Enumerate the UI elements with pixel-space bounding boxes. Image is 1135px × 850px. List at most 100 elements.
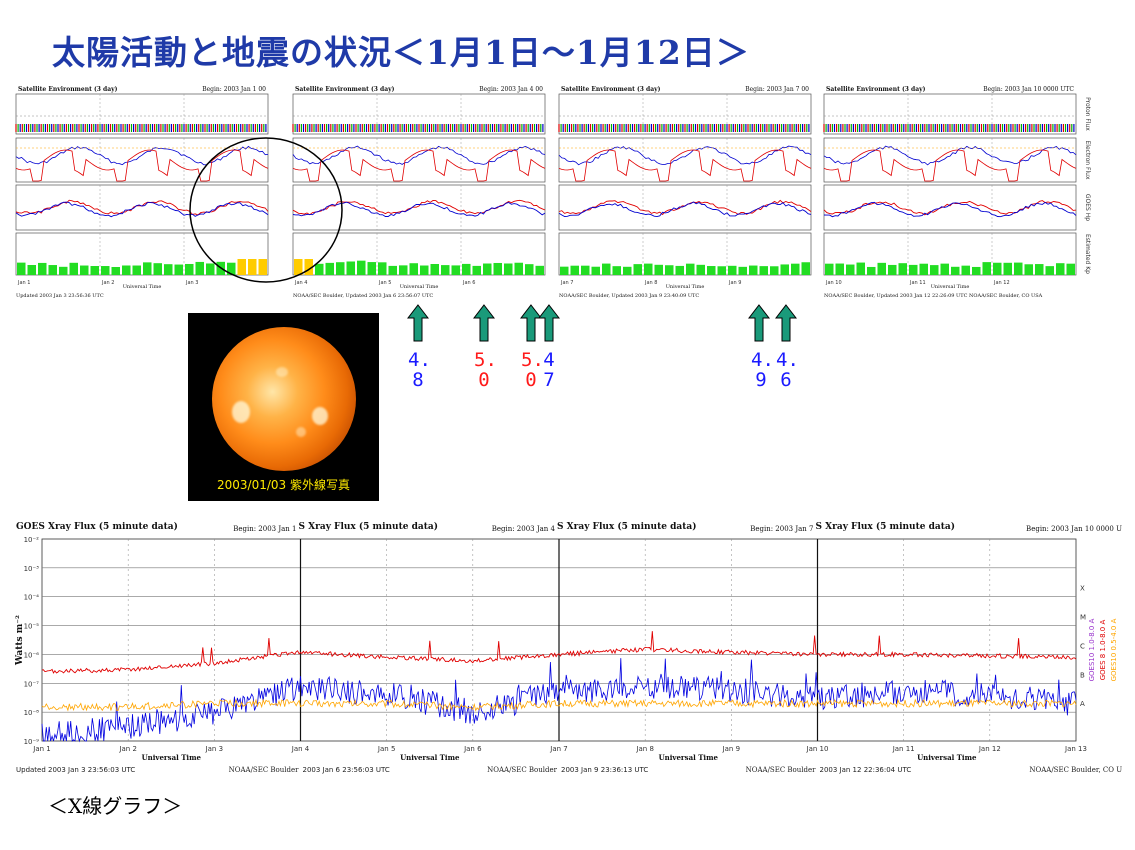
kp-bar [961, 265, 970, 275]
sun-uv-photo: 2003/01/03 紫外線写真 [188, 313, 379, 501]
kp-bar [336, 262, 345, 275]
kp-bar [686, 263, 695, 275]
xray-credit-text: NOAA/SEC Boulder, CO USA [1029, 766, 1122, 774]
xray-series-goes-8-1-0-8-0-a [41, 631, 1077, 674]
earthquake-magnitude: 4. 9 [751, 349, 774, 390]
kp-bar [472, 265, 481, 275]
kp-bar [101, 266, 110, 275]
sat-subplot-frame [292, 184, 546, 231]
xray-legend-entry: GOES10 0.5-4.0 A [1110, 618, 1118, 681]
kp-bar [612, 266, 621, 275]
sat-day-label: Jan 3 [185, 280, 198, 286]
xray-flux-chart: GOES Xray Flux (5 minute data) Begin: 200… [14, 519, 1133, 777]
sat-day-label: Jan 7 [560, 280, 573, 286]
xray-header-left: S Xray Flux (5 minute data) [299, 521, 438, 532]
kp-bar [623, 266, 632, 275]
kp-bar [665, 265, 674, 275]
sat-x-title: Universal Time [931, 284, 970, 290]
sat-day-label: Jan 9 [728, 280, 741, 286]
magnitude-integer: 4. [751, 349, 774, 371]
xray-updated-text: Updated 2003 Jan 3 23:56:03 UTC [16, 766, 135, 774]
kp-bar [1056, 263, 1065, 275]
xray-flare-class: B [1080, 671, 1085, 679]
magnitude-decimal: 8 [412, 369, 424, 391]
kp-bar [315, 263, 324, 275]
kp-bar [654, 264, 663, 275]
kp-bar [27, 265, 36, 275]
xray-x-title: Universal Time [917, 753, 977, 762]
sat-header-right: Begin: 2003 Jan 7 00 [745, 86, 809, 93]
sat-day-label: Jan 12 [993, 280, 1010, 286]
kp-bar [770, 266, 779, 275]
kp-bar [69, 262, 78, 275]
sat-updated-text: NOAA/SEC Boulder, Updated 2003 Jan 9 23:… [559, 293, 699, 299]
magnitude-decimal: 6 [780, 369, 792, 391]
kp-bar [909, 264, 918, 275]
kp-bar [696, 264, 705, 275]
xray-legend-entry: GOES10 1.0-8.0 A [1088, 618, 1096, 681]
kp-bar [560, 266, 569, 275]
magnitude-integer: 4. [776, 349, 799, 371]
magnitude-decimal: 0 [525, 369, 537, 391]
sat-side-label: Proton Flux [1084, 97, 1091, 131]
xray-day-label: Jan 5 [377, 745, 395, 753]
highlight-circle [189, 137, 343, 283]
kp-bar [801, 262, 810, 275]
kp-bar [59, 266, 68, 275]
kp-bar [80, 265, 89, 275]
xray-x-title: Universal Time [400, 753, 460, 762]
earthquake-arrow-icon [407, 304, 429, 342]
sat-subplot-frame [823, 184, 1077, 231]
sat-day-label: Jan 2 [101, 280, 114, 286]
page-title: 太陽活動と地震の状況＜1月1日～1月12日＞ [52, 33, 750, 72]
satellite-panel-4: Satellite Environment (3 day) Begin: 2003… [818, 82, 1124, 304]
sat-subplot-frame [15, 93, 269, 135]
kp-bar [846, 264, 855, 275]
sun-caption: 2003/01/03 紫外線写真 [217, 478, 350, 492]
xray-credit-text: NOAA/SEC Boulder [746, 766, 817, 774]
kp-bar [258, 259, 267, 275]
kp-bar [644, 263, 653, 275]
kp-bar [898, 263, 907, 275]
xray-day-label: Jan 9 [722, 745, 740, 753]
xray-header-right: Begin: 2003 Jan 7 [750, 525, 813, 533]
sat-header-left: Satellite Environment (3 day) [561, 86, 661, 93]
xray-day-label: Jan 13 [1064, 745, 1087, 753]
kp-bar [248, 259, 257, 275]
xray-header-right: Begin: 2003 Jan 10 0000 UTC [1026, 525, 1122, 533]
kp-bar [325, 262, 334, 275]
xray-x-title: Universal Time [142, 753, 202, 762]
kp-bar [174, 264, 183, 275]
sat-header-right: Begin: 2003 Jan 4 00 [479, 86, 543, 93]
kp-bar [357, 260, 366, 275]
earthquake-magnitude: 4. 8 [408, 349, 431, 391]
kp-bar [633, 264, 642, 275]
kp-bar [90, 266, 99, 275]
sat-subplot-frame [292, 232, 546, 276]
sat-side-label: GOES Hp [1084, 194, 1091, 221]
sat-header-left: Satellite Environment (3 day) [18, 86, 118, 93]
sat-subplot-frame [292, 137, 546, 183]
xray-series-goes-8-0-5-4-0-a [41, 658, 1077, 743]
sat-day-label: Jan 8 [644, 280, 657, 286]
kp-bar [378, 262, 387, 275]
kp-bar [304, 259, 313, 275]
kp-bar [1014, 262, 1023, 275]
sat-subplot-frame [15, 184, 269, 231]
kp-bar [409, 263, 418, 275]
kp-bar [888, 264, 897, 275]
xray-legend-entry: GOES 8 0.5-4.0 A [1121, 620, 1122, 681]
earthquake-magnitude: 5. 0 [474, 350, 497, 390]
sat-updated-text: Updated 2003 Jan 3 23:56:36 UTC [16, 293, 104, 299]
xray-svg: GOES Xray Flux (5 minute data) Begin: 200… [15, 521, 1133, 774]
magnitude-integer: 4. [408, 349, 431, 371]
earthquake-magnitude: 4. 6 [776, 349, 799, 391]
kp-bar [825, 263, 834, 275]
kp-bar [237, 259, 246, 275]
kp-bar [993, 262, 1002, 275]
sat-header-left: Satellite Environment (3 day) [826, 86, 926, 93]
xray-y-tick: 10⁻³ [24, 565, 40, 573]
kp-bar [164, 264, 173, 275]
kp-bar [195, 261, 204, 275]
